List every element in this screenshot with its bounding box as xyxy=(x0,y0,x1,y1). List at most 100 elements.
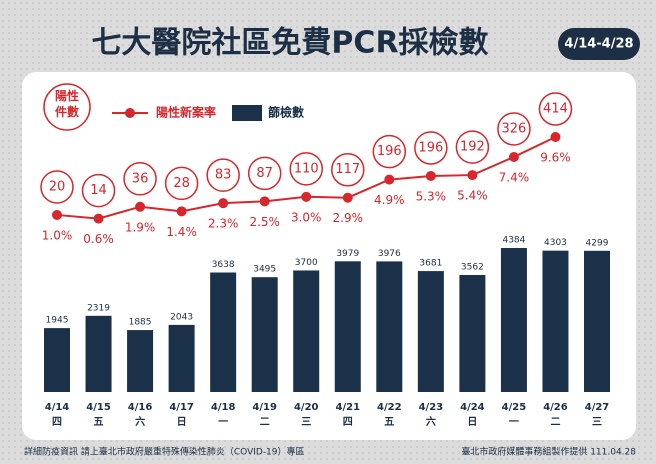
weekday-label: 五 xyxy=(384,416,394,428)
rate-point xyxy=(342,192,353,203)
bar xyxy=(85,315,112,392)
bar-label: 4303 xyxy=(544,238,567,248)
bar xyxy=(293,270,320,392)
bar-label: 4299 xyxy=(586,238,609,248)
legend-dot xyxy=(125,108,135,118)
footer-left: 詳細防疫資訊 請上臺北市政府嚴重特殊傳染性肺炎（COVID-19）專區 xyxy=(24,446,305,458)
positive-circle xyxy=(40,170,74,204)
x-tick-label: 4/23 xyxy=(419,402,444,413)
x-tick-label: 4/20 xyxy=(294,402,319,413)
rate-point xyxy=(93,213,104,224)
bar xyxy=(584,250,610,392)
rate-point xyxy=(259,196,270,207)
positive-circle xyxy=(289,152,323,186)
rate-point xyxy=(301,191,312,202)
weekday-label: 日 xyxy=(177,416,187,428)
bar-label: 3979 xyxy=(336,249,359,259)
positive-count: 117 xyxy=(335,162,360,177)
positive-circle xyxy=(455,130,490,164)
footer-right: 臺北市政府媒體事務組製作提供 111.04.28 xyxy=(461,446,636,458)
bar xyxy=(251,277,278,392)
x-tick-label: 4/15 xyxy=(86,402,111,413)
positive-count: 326 xyxy=(502,121,527,136)
bar-label: 3681 xyxy=(419,259,442,269)
positive-circle xyxy=(414,131,448,165)
bar xyxy=(417,271,444,392)
bar-label: 1945 xyxy=(46,316,69,326)
weekday-label: 一 xyxy=(218,417,228,428)
bar xyxy=(127,330,154,392)
rate-label: 5.3% xyxy=(416,189,447,203)
rate-label: 2.9% xyxy=(333,211,364,225)
rate-label: 5.4% xyxy=(457,189,488,203)
x-tick-label: 4/22 xyxy=(377,402,402,413)
bar-label: 3638 xyxy=(212,260,235,270)
rate-point xyxy=(384,174,395,185)
date-range: 4/14-4/28 xyxy=(564,37,633,52)
x-tick-label: 4/14 xyxy=(45,402,70,413)
legend-swatch xyxy=(232,105,262,121)
positive-circle xyxy=(123,162,157,196)
positive-count: 14 xyxy=(90,183,107,198)
x-tick-label: 4/17 xyxy=(169,402,194,413)
positive-count: 87 xyxy=(256,166,273,181)
positive-count: 192 xyxy=(460,140,485,155)
bar xyxy=(44,328,70,392)
positive-count: 110 xyxy=(294,161,319,176)
positive-circle xyxy=(497,112,531,146)
bar xyxy=(376,261,403,392)
bar-label: 3495 xyxy=(253,265,276,275)
rate-point xyxy=(467,170,478,181)
rate-label: 2.5% xyxy=(249,215,280,229)
bar-label: 2043 xyxy=(170,312,193,322)
bar-label: 3700 xyxy=(295,258,318,268)
bar xyxy=(500,248,527,392)
positive-count: 196 xyxy=(377,144,402,159)
positive-circle xyxy=(81,173,116,208)
rate-point xyxy=(135,201,146,212)
bar xyxy=(459,275,486,392)
weekday-label: 二 xyxy=(260,416,270,428)
rate-label: 4.9% xyxy=(374,193,405,207)
positive-count: 414 xyxy=(543,102,568,117)
positive-count: 36 xyxy=(132,171,149,186)
positive-count: 20 xyxy=(49,179,66,194)
positive-circle xyxy=(538,92,573,126)
weekday-label: 四 xyxy=(52,416,62,428)
rate-point xyxy=(550,132,561,142)
rate-point xyxy=(425,170,436,181)
legend-label: 篩檢數 xyxy=(268,105,304,120)
weekday-label: 一 xyxy=(509,417,519,428)
rate-point xyxy=(218,198,229,209)
title: 七大醫院社區免費PCR採檢數 xyxy=(91,26,488,61)
bar-label: 3562 xyxy=(461,263,484,273)
rate-point xyxy=(52,209,62,220)
x-tick-label: 4/24 xyxy=(460,402,485,413)
bar xyxy=(210,272,237,392)
rate-point xyxy=(508,151,519,162)
bar xyxy=(542,250,569,392)
x-tick-label: 4/27 xyxy=(585,402,610,413)
legend-label: 陽性新案率 xyxy=(156,105,216,120)
bar-label: 2319 xyxy=(87,303,110,313)
positive-count: 196 xyxy=(418,140,443,155)
positive-circle xyxy=(331,152,365,187)
x-tick-label: 4/18 xyxy=(211,402,236,413)
weekday-label: 五 xyxy=(94,416,104,428)
x-tick-label: 4/16 xyxy=(128,402,153,413)
rate-label: 0.6% xyxy=(83,232,114,246)
weekday-label: 三 xyxy=(301,416,311,428)
positive-circle xyxy=(247,156,282,191)
bar xyxy=(168,324,195,392)
weekday-label: 六 xyxy=(135,415,145,428)
x-tick-label: 4/25 xyxy=(502,402,527,413)
rate-label: 2.3% xyxy=(208,217,239,231)
rate-point xyxy=(176,206,187,217)
rate-label: 1.0% xyxy=(42,228,73,242)
positive-circle xyxy=(206,158,240,192)
positive-count: 83 xyxy=(215,168,232,183)
weekday-label: 三 xyxy=(592,416,602,428)
x-tick-label: 4/19 xyxy=(252,402,277,413)
